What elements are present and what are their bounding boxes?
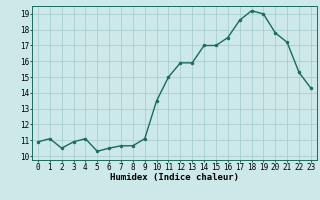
- X-axis label: Humidex (Indice chaleur): Humidex (Indice chaleur): [110, 173, 239, 182]
